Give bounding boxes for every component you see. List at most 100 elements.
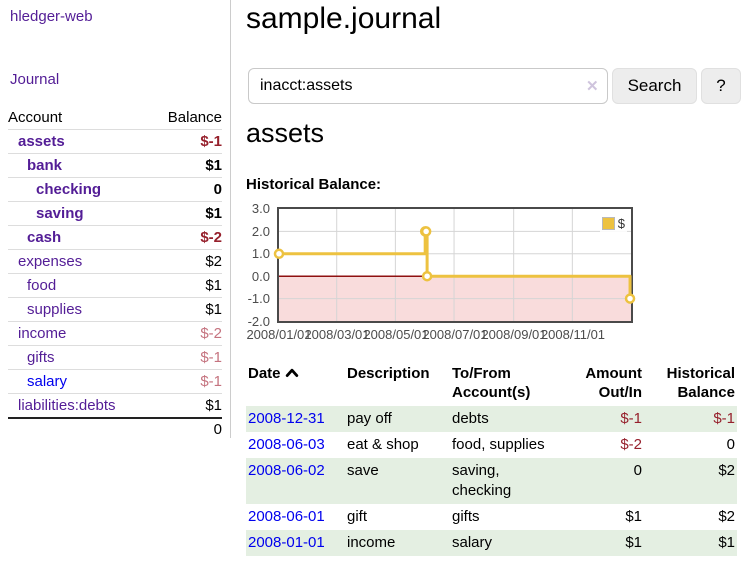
historical-balance-label: Historical Balance: xyxy=(246,176,382,193)
transaction-accounts: gifts xyxy=(452,508,480,525)
x-axis-tick: 2008/11/01 xyxy=(540,327,606,342)
app-home-link[interactable]: hledger-web xyxy=(10,8,93,25)
account-link-food[interactable]: food xyxy=(27,277,57,294)
account-balance: $-2 xyxy=(200,325,222,342)
account-total-balance: 0 xyxy=(213,420,222,438)
account-row: assets $-1 xyxy=(8,129,222,153)
account-balance-table: Account Balance assets $-1 bank $1 check… xyxy=(8,106,222,439)
balance-chart-svg xyxy=(273,209,636,321)
account-total-row: 0 xyxy=(8,417,222,439)
transaction-row[interactable]: 2008-12-31 pay off debts $-1 $-1 xyxy=(246,406,737,432)
transaction-balance: $2 xyxy=(718,508,735,525)
transaction-description: eat & shop xyxy=(347,436,419,453)
account-link-cash[interactable]: cash xyxy=(27,229,62,246)
account-column-header: Account xyxy=(8,109,63,126)
account-row: saving $1 xyxy=(8,201,222,225)
account-link-salary[interactable]: salary xyxy=(27,373,68,390)
help-button[interactable]: ? xyxy=(701,68,741,104)
y-axis-tick: -1.0 xyxy=(247,291,270,306)
legend-swatch-icon xyxy=(601,217,615,230)
transaction-date-link[interactable]: 2008-06-03 xyxy=(248,436,325,453)
transaction-description: gift xyxy=(347,508,368,525)
account-link-assets[interactable]: assets xyxy=(18,133,65,150)
account-link-liabilities-debts[interactable]: liabilities:debts xyxy=(18,397,116,414)
account-balance: $1 xyxy=(205,301,222,318)
transaction-amount: $-1 xyxy=(620,410,642,427)
balance-column-header: Balance xyxy=(167,109,222,126)
y-axis-tick: 1.0 xyxy=(251,246,270,261)
date-column-header[interactable]: Date xyxy=(246,362,345,406)
transaction-description: pay off xyxy=(347,410,392,427)
y-axis-tick: 0.0 xyxy=(251,269,270,284)
tofrom-column-header: To/From Account(s) xyxy=(452,365,531,401)
account-link-income[interactable]: income xyxy=(18,325,67,342)
search-clear-icon[interactable]: ✕ xyxy=(586,78,599,95)
account-balance: $1 xyxy=(205,157,222,174)
description-column-header: Description xyxy=(347,365,430,382)
account-balance: $-1 xyxy=(200,349,222,366)
account-link-bank[interactable]: bank xyxy=(27,157,63,174)
transaction-row[interactable]: 2008-06-01 gift gifts $1 $2 xyxy=(246,504,737,530)
transaction-date-link[interactable]: 2008-01-01 xyxy=(248,534,325,551)
transaction-row[interactable]: 2008-01-01 income salary $1 $1 xyxy=(246,530,737,556)
account-link-supplies[interactable]: supplies xyxy=(27,301,83,318)
transaction-balance: $-1 xyxy=(713,410,735,427)
transaction-row[interactable]: 2008-06-03 eat & shop food, supplies $-2… xyxy=(246,432,737,458)
x-axis-tick: 2008/09/01 xyxy=(481,327,547,342)
x-axis-tick: 2008/01/01 xyxy=(246,327,312,342)
account-balance: $1 xyxy=(205,205,222,222)
account-row: liabilities:debts $1 xyxy=(8,393,222,417)
search-button[interactable]: Search xyxy=(612,68,697,104)
account-heading: assets xyxy=(246,118,325,148)
account-balance: $-1 xyxy=(200,373,222,390)
account-link-gifts[interactable]: gifts xyxy=(27,349,55,366)
transaction-date-link[interactable]: 2008-06-01 xyxy=(248,508,325,525)
account-row: food $1 xyxy=(8,273,222,297)
y-axis-tick: 2.0 xyxy=(251,224,270,239)
account-balance: 0 xyxy=(213,181,222,198)
y-axis-tick: -2.0 xyxy=(247,314,270,329)
register-header-row: Date Description To/From Account(s) Amou… xyxy=(246,362,737,406)
transaction-date-link[interactable]: 2008-06-02 xyxy=(248,462,325,479)
y-axis-tick: 3.0 xyxy=(251,201,270,216)
account-row: salary $-1 xyxy=(8,369,222,393)
chart-legend: $ xyxy=(599,215,627,232)
account-balance: $1 xyxy=(205,277,222,294)
account-row: checking 0 xyxy=(8,177,222,201)
x-axis-tick: 2008/07/01 xyxy=(422,327,488,342)
account-link-saving[interactable]: saving xyxy=(36,205,84,222)
amount-column-header: Amount Out/In xyxy=(585,365,642,401)
account-row: gifts $-1 xyxy=(8,345,222,369)
transaction-description: income xyxy=(347,534,396,551)
balance-chart-plot: $ xyxy=(273,207,636,323)
transaction-accounts: saving, checking xyxy=(452,462,512,499)
account-row: supplies $1 xyxy=(8,297,222,321)
account-row: income $-2 xyxy=(8,321,222,345)
search-input[interactable] xyxy=(248,68,608,104)
transaction-balance: 0 xyxy=(726,436,735,453)
page-title: sample.journal xyxy=(246,2,442,35)
account-table-header: Account Balance xyxy=(8,106,222,129)
account-link-checking[interactable]: checking xyxy=(36,181,102,198)
account-row: bank $1 xyxy=(8,153,222,177)
sidebar-item-journal[interactable]: Journal xyxy=(10,71,60,88)
transaction-balance: $1 xyxy=(718,534,735,551)
account-balance: $1 xyxy=(205,397,222,414)
account-balance: $2 xyxy=(205,253,222,270)
legend-label: $ xyxy=(617,216,625,231)
sidebar-divider xyxy=(230,0,231,438)
x-axis-tick: 2008/05/01 xyxy=(363,327,429,342)
account-row: expenses $2 xyxy=(8,249,222,273)
transaction-date-link[interactable]: 2008-12-31 xyxy=(248,410,325,427)
account-link-expenses[interactable]: expenses xyxy=(18,253,83,270)
transaction-balance: $2 xyxy=(718,462,735,479)
transaction-amount: $1 xyxy=(625,508,642,525)
transaction-row[interactable]: 2008-06-02 save saving, checking 0 $2 xyxy=(246,458,737,504)
transaction-accounts: food, supplies xyxy=(452,436,545,453)
account-row: cash $-2 xyxy=(8,225,222,249)
transaction-amount: $1 xyxy=(625,534,642,551)
transaction-accounts: debts xyxy=(452,410,489,427)
transaction-description: save xyxy=(347,462,379,479)
transaction-amount: $-2 xyxy=(620,436,642,453)
